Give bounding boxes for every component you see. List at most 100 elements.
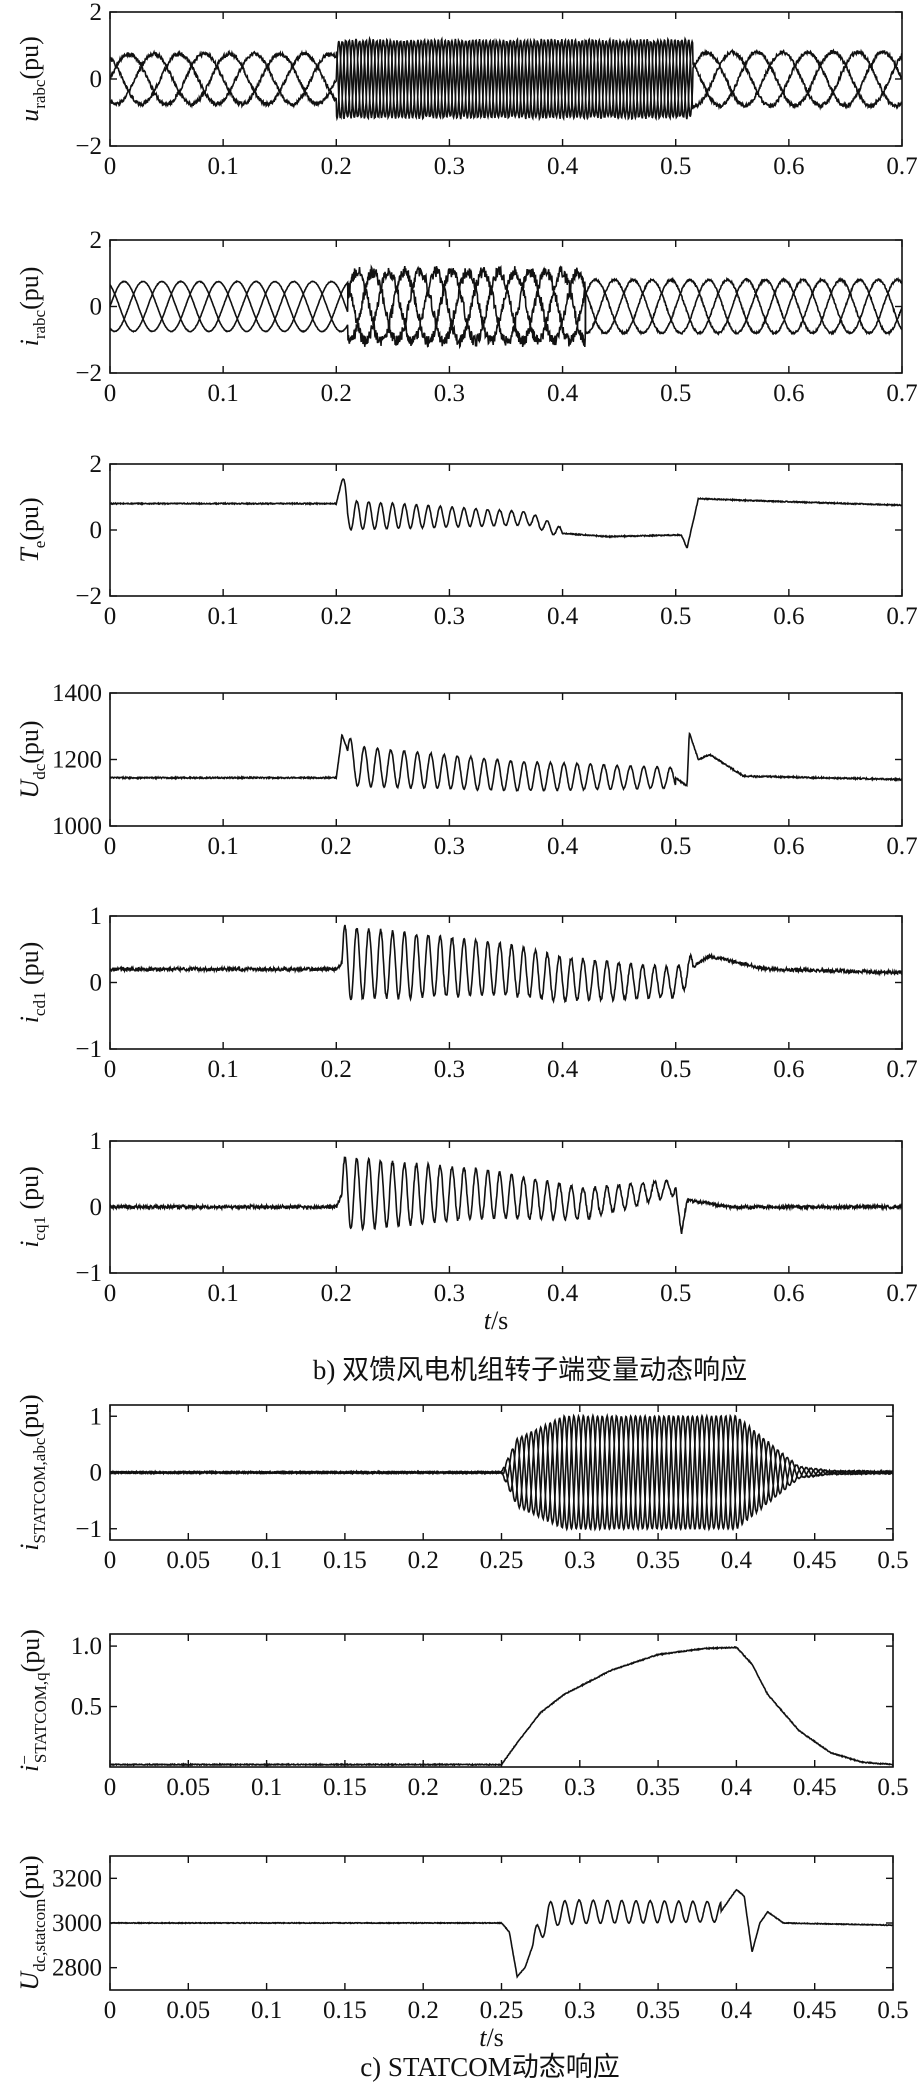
x-tick-label: 0.1 [208, 1056, 239, 1083]
y-tick-label: 2 [90, 451, 103, 478]
x-tick-label: 0.7 [886, 603, 917, 630]
y-tick-label: 0 [90, 970, 103, 997]
x-tick-label: 0 [104, 1280, 117, 1307]
x-tick-label: 0 [104, 833, 117, 860]
x-tick-label: 0.2 [321, 603, 352, 630]
x-tick-label: 0.5 [660, 153, 691, 180]
panel-U_dc: 0 0.1 0.2 0.3 0.4 0.5 0.6 0.7 1000 1200 1400Udc(pu… [15, 680, 918, 860]
x-tick-label: 0.05 [166, 1997, 210, 2024]
plot-frame [109, 692, 903, 827]
x-tick-label: 0.4 [547, 1280, 579, 1307]
x-tick-label: 0.6 [773, 1056, 804, 1083]
y-tick-label: −2 [75, 583, 102, 610]
y-axis-label: icq1 (pu) [15, 1166, 49, 1248]
x-tick-label: 0.3 [434, 153, 465, 180]
x-tick-label: 0.3 [434, 1056, 465, 1083]
x-tick-label: 0.4 [547, 380, 579, 407]
x-tick-label: 0.1 [251, 1997, 282, 2024]
x-tick-label: 0.6 [773, 1280, 804, 1307]
x-tick-label: 0.2 [321, 833, 352, 860]
series-line-i_rabc-2 [110, 264, 902, 348]
series-line-T_e-0 [110, 478, 902, 549]
x-tick-label: 0.2 [408, 1997, 439, 2024]
x-tick-label: 0.5 [660, 1280, 691, 1307]
x-tick-label: 0.4 [547, 1056, 579, 1083]
x-tick-label: 0.1 [208, 833, 239, 860]
x-tick-label: 0.3 [434, 1280, 465, 1307]
y-tick-label: 0 [90, 517, 103, 544]
y-axis-label: i−STATCOM,q(pu) [15, 1629, 50, 1772]
x-tick-label: 0 [104, 1056, 117, 1083]
x-tick-label: 0.4 [547, 833, 579, 860]
x-tick-label: 0.7 [886, 1280, 917, 1307]
x-tick-label: 0 [104, 1997, 117, 2024]
plot-frame [109, 1633, 894, 1768]
y-axis-label: Te(pu) [15, 497, 49, 562]
y-tick-label: 3200 [52, 1865, 102, 1892]
x-tick-label: 0.4 [721, 1547, 753, 1574]
panel-i_statcom_abc: 0 0.05 0.1 0.15 0.2 0.25 0.3 0.35 0.4 0.45 0.5−101… [15, 1394, 909, 1574]
x-tick-label: 0.6 [773, 603, 804, 630]
x-tick-label: 0.2 [408, 1774, 439, 1801]
y-axis-label: Udc,statcom(pu) [15, 1855, 49, 1990]
x-tick-label: 0.5 [660, 1056, 691, 1083]
x-tick-label: 0 [104, 1774, 117, 1801]
y-tick-label: −2 [75, 133, 102, 160]
x-tick-label: 0.3 [564, 1774, 595, 1801]
y-tick-label: 2 [90, 0, 103, 26]
y-tick-label: −2 [75, 360, 102, 387]
x-tick-label: 0.15 [323, 1997, 367, 2024]
x-tick-label: 0.5 [660, 380, 691, 407]
x-tick-label: 0.15 [323, 1774, 367, 1801]
x-tick-label: 0.4 [721, 1997, 753, 2024]
x-tick-label: 0.5 [660, 833, 691, 860]
x-tick-label: 0.05 [166, 1774, 210, 1801]
x-tick-label: 0.5 [660, 603, 691, 630]
caption-c: c) STATCOM动态响应 [360, 2052, 620, 2082]
y-tick-label: 1000 [52, 813, 102, 840]
y-tick-label: 1200 [52, 747, 102, 774]
panel-i_statcom_q: 0 0.05 0.1 0.15 0.2 0.25 0.3 0.35 0.4 0.45 0.5 0.5 1… [15, 1629, 909, 1801]
y-axis-label: iSTATCOM,abc(pu) [15, 1394, 49, 1550]
x-tick-label: 0.7 [886, 1056, 917, 1083]
x-tick-label: 0.2 [321, 1280, 352, 1307]
y-tick-label: −1 [75, 1516, 102, 1543]
x-tick-label: 0.25 [480, 1997, 524, 2024]
x-tick-label: 0 [104, 153, 117, 180]
x-tick-label: 0.45 [793, 1774, 837, 1801]
x-tick-label: 0.5 [877, 1774, 908, 1801]
y-tick-label: 2 [90, 227, 103, 254]
x-tick-label: 0.7 [886, 153, 917, 180]
y-axis-label: urabc(pu) [15, 36, 49, 122]
y-axis-label: icd1 (pu) [15, 942, 49, 1024]
y-tick-label: 2800 [52, 1955, 102, 1982]
panel-U_dc_statcom: 0 0.05 0.1 0.15 0.2 0.25 0.3 0.35 0.4 0.45 0.5 2800… [15, 1855, 909, 2052]
x-tick-label: 0.35 [636, 1774, 680, 1801]
y-tick-label: 0 [90, 1460, 103, 1487]
x-tick-label: 0.25 [480, 1774, 524, 1801]
x-tick-label: 0.4 [547, 603, 579, 630]
y-tick-label: 1 [90, 903, 103, 930]
x-tick-label: 0.3 [434, 603, 465, 630]
series-line-i_cq1-0 [110, 1156, 902, 1235]
x-tick-label: 0.7 [886, 833, 917, 860]
series-line-i_cd1-0 [110, 924, 902, 1004]
y-tick-label: 0 [90, 1194, 103, 1221]
plot-frame [109, 239, 903, 374]
x-tick-label: 0.3 [434, 380, 465, 407]
caption-b: b) 双馈风电机组转子端变量动态响应 [313, 1355, 747, 1385]
x-axis-label: t/s [484, 1306, 509, 1335]
x-tick-label: 0.2 [321, 1056, 352, 1083]
series-line-i_statcom_q-0 [110, 1645, 893, 1767]
x-tick-label: 0.6 [773, 833, 804, 860]
series-line-U_dc-0 [110, 731, 902, 792]
x-tick-label: 0.2 [408, 1547, 439, 1574]
series-line-i_rabc-1 [110, 265, 902, 350]
x-tick-label: 0.5 [877, 1547, 908, 1574]
x-tick-label: 0.6 [773, 153, 804, 180]
x-tick-label: 0.35 [636, 1547, 680, 1574]
